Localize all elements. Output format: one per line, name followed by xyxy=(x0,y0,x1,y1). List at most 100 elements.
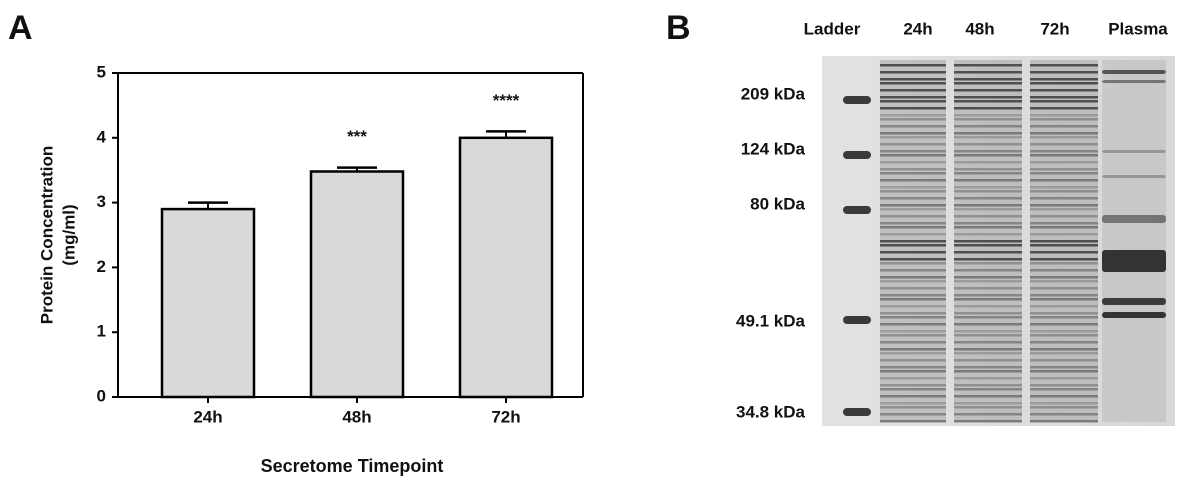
lane-band xyxy=(954,204,1022,207)
lane-band xyxy=(1030,334,1098,337)
lane-band xyxy=(954,377,1022,380)
plasma-band xyxy=(1102,215,1166,223)
y-tick-label: 5 xyxy=(97,62,106,81)
y-tick-label: 2 xyxy=(97,257,106,276)
lane-band xyxy=(1030,233,1098,236)
x-tick-label: 24h xyxy=(193,407,222,426)
lane-band xyxy=(880,125,946,128)
lane-band xyxy=(954,172,1022,175)
lane-band xyxy=(880,96,946,99)
lane-band xyxy=(954,233,1022,236)
lane-band xyxy=(1030,341,1098,344)
lane-band xyxy=(954,82,1022,85)
lane-band xyxy=(954,251,1022,254)
lane-band xyxy=(880,190,946,193)
lane-band xyxy=(880,143,946,146)
lane-band xyxy=(1030,370,1098,373)
lane-band xyxy=(1030,190,1098,193)
lane-band xyxy=(954,366,1022,369)
lane-band xyxy=(880,323,946,326)
lane-band xyxy=(880,114,946,117)
lane-band xyxy=(1030,208,1098,211)
lane-band xyxy=(880,215,946,218)
y-axis-label: (mg/ml) xyxy=(59,204,78,265)
lane-band xyxy=(880,258,946,261)
lane-band xyxy=(880,348,946,351)
lane-band xyxy=(880,269,946,272)
lane-band xyxy=(880,420,946,423)
lane-band xyxy=(1030,384,1098,387)
lane-band xyxy=(1030,78,1098,81)
marker-label: 124 kDa xyxy=(741,139,806,158)
lane-band xyxy=(954,64,1022,67)
lane-band xyxy=(1030,204,1098,207)
lane-band xyxy=(954,179,1022,182)
lane-band xyxy=(954,240,1022,243)
significance: *** xyxy=(347,127,367,146)
marker-label: 209 kDa xyxy=(741,84,806,103)
y-tick-label: 3 xyxy=(97,192,106,211)
lane-band xyxy=(880,222,946,225)
lane-band xyxy=(1030,348,1098,351)
lane-band xyxy=(954,298,1022,301)
lane-band xyxy=(1030,161,1098,164)
lane-band xyxy=(1030,143,1098,146)
lane-band xyxy=(954,388,1022,391)
lane-band xyxy=(880,316,946,319)
lane-band xyxy=(954,370,1022,373)
lane-band xyxy=(880,168,946,171)
lane-band xyxy=(880,406,946,409)
lane-band xyxy=(880,352,946,355)
panel-label: B xyxy=(666,9,691,47)
lane-band xyxy=(1030,132,1098,135)
ladder-band xyxy=(843,151,871,159)
lane-band xyxy=(954,197,1022,200)
lane-band xyxy=(954,334,1022,337)
lane-band xyxy=(880,251,946,254)
ladder-band xyxy=(843,408,871,416)
lane-band xyxy=(954,269,1022,272)
lane-band xyxy=(1030,269,1098,272)
lane-band xyxy=(880,197,946,200)
y-tick-label: 4 xyxy=(97,127,107,146)
lane-band xyxy=(1030,366,1098,369)
lane-band xyxy=(880,359,946,362)
lane-band xyxy=(1030,154,1098,157)
plasma-band xyxy=(1102,175,1166,178)
lane-band xyxy=(880,150,946,153)
lane-band xyxy=(1030,251,1098,254)
lane-band xyxy=(954,352,1022,355)
lane-band xyxy=(880,276,946,279)
lane-band xyxy=(954,384,1022,387)
bar xyxy=(460,138,552,397)
lane-band xyxy=(1030,258,1098,261)
lane-band xyxy=(1030,280,1098,283)
lane-band xyxy=(1030,240,1098,243)
lane-band xyxy=(954,341,1022,344)
lane-band xyxy=(1030,107,1098,110)
lane-band xyxy=(1030,168,1098,171)
lane-band xyxy=(880,262,946,265)
lane-band xyxy=(954,190,1022,193)
lane-band xyxy=(880,312,946,315)
lane-band xyxy=(1030,226,1098,229)
lane-band xyxy=(880,208,946,211)
lane-band xyxy=(880,64,946,67)
lane-band xyxy=(880,71,946,74)
lane-band xyxy=(954,244,1022,247)
lane-band xyxy=(880,226,946,229)
lane-band xyxy=(1030,294,1098,297)
lane-band xyxy=(1030,215,1098,218)
lane-band xyxy=(1030,96,1098,99)
lane-band xyxy=(880,179,946,182)
lane-band xyxy=(880,161,946,164)
lane-band xyxy=(954,132,1022,135)
lane-label: Plasma xyxy=(1108,19,1168,38)
lane-band xyxy=(954,208,1022,211)
lane-band xyxy=(954,276,1022,279)
lane-band xyxy=(1030,305,1098,308)
gel-bands xyxy=(843,60,1166,423)
lane-band xyxy=(880,78,946,81)
lane-band xyxy=(1030,114,1098,117)
lane-band xyxy=(1030,402,1098,405)
